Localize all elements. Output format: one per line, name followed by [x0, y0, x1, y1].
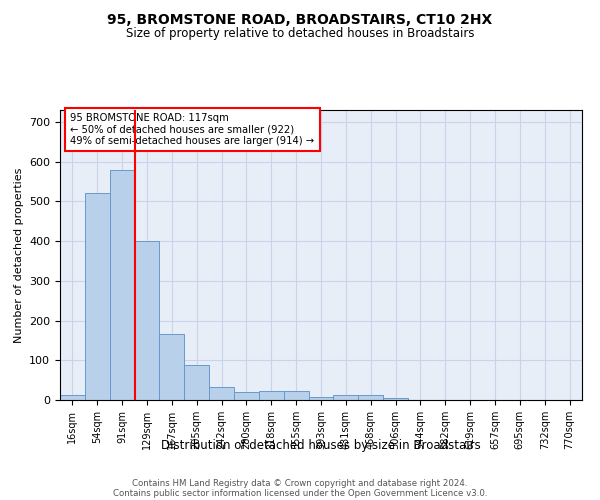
Y-axis label: Number of detached properties: Number of detached properties — [14, 168, 23, 342]
Text: 95 BROMSTONE ROAD: 117sqm
← 50% of detached houses are smaller (922)
49% of semi: 95 BROMSTONE ROAD: 117sqm ← 50% of detac… — [70, 113, 314, 146]
Bar — [234, 392, 259, 400]
Bar — [184, 365, 209, 400]
Bar — [334, 395, 358, 400]
Bar — [259, 392, 284, 400]
Bar — [160, 334, 184, 400]
Bar — [85, 192, 110, 400]
Text: Contains public sector information licensed under the Open Government Licence v3: Contains public sector information licen… — [113, 488, 487, 498]
Bar — [209, 388, 234, 400]
Bar — [308, 397, 334, 400]
Text: 95, BROMSTONE ROAD, BROADSTAIRS, CT10 2HX: 95, BROMSTONE ROAD, BROADSTAIRS, CT10 2H… — [107, 12, 493, 26]
Bar — [110, 170, 134, 400]
Text: Size of property relative to detached houses in Broadstairs: Size of property relative to detached ho… — [126, 28, 474, 40]
Text: Distribution of detached houses by size in Broadstairs: Distribution of detached houses by size … — [161, 440, 481, 452]
Text: Contains HM Land Registry data © Crown copyright and database right 2024.: Contains HM Land Registry data © Crown c… — [132, 478, 468, 488]
Bar — [358, 395, 383, 400]
Bar — [284, 392, 308, 400]
Bar — [383, 398, 408, 400]
Bar — [134, 241, 160, 400]
Bar — [60, 395, 85, 400]
